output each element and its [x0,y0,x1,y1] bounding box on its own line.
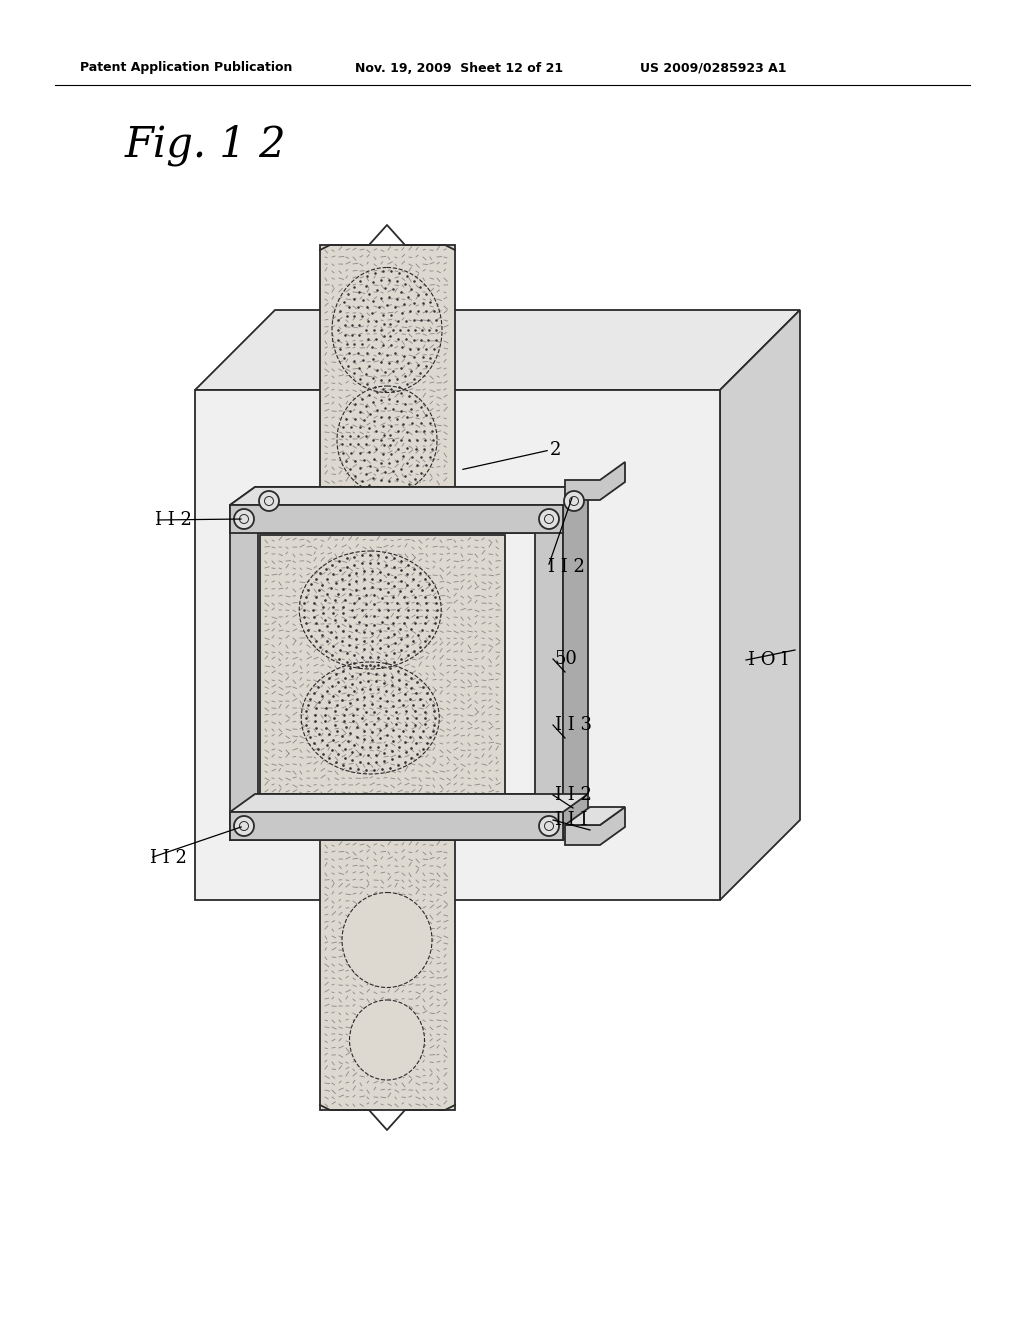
Polygon shape [230,506,560,533]
Polygon shape [535,506,563,840]
Polygon shape [720,310,800,900]
Text: Fig. 1 2: Fig. 1 2 [125,124,287,166]
Text: US 2009/0285923 A1: US 2009/0285923 A1 [640,62,786,74]
Polygon shape [230,795,585,812]
Polygon shape [565,462,625,500]
Polygon shape [319,840,455,1110]
Text: 2: 2 [550,441,561,459]
Circle shape [564,491,584,511]
Text: I I 2: I I 2 [155,511,191,529]
Polygon shape [195,389,720,900]
Polygon shape [230,795,588,812]
Text: I O I: I O I [748,651,788,669]
Polygon shape [230,506,258,840]
Circle shape [539,816,559,836]
Polygon shape [230,487,588,506]
Ellipse shape [349,1001,425,1080]
Polygon shape [230,812,563,840]
Polygon shape [230,812,560,840]
Text: I I 2: I I 2 [548,558,585,576]
Circle shape [234,816,254,836]
Circle shape [539,510,559,529]
Circle shape [234,510,254,529]
Polygon shape [230,506,563,533]
Text: Nov. 19, 2009  Sheet 12 of 21: Nov. 19, 2009 Sheet 12 of 21 [355,62,563,74]
Polygon shape [319,246,455,506]
Polygon shape [195,310,800,389]
Text: I I 2: I I 2 [150,849,186,867]
Text: I I I: I I I [555,810,588,829]
Polygon shape [565,807,625,825]
Polygon shape [230,487,585,506]
Text: I I 3: I I 3 [555,715,592,734]
Circle shape [259,491,279,511]
Text: I I 2: I I 2 [555,785,592,804]
Polygon shape [260,535,505,810]
Polygon shape [565,807,625,845]
Ellipse shape [342,892,432,987]
Text: 50: 50 [555,649,578,668]
Polygon shape [563,487,588,840]
Text: Patent Application Publication: Patent Application Publication [80,62,293,74]
